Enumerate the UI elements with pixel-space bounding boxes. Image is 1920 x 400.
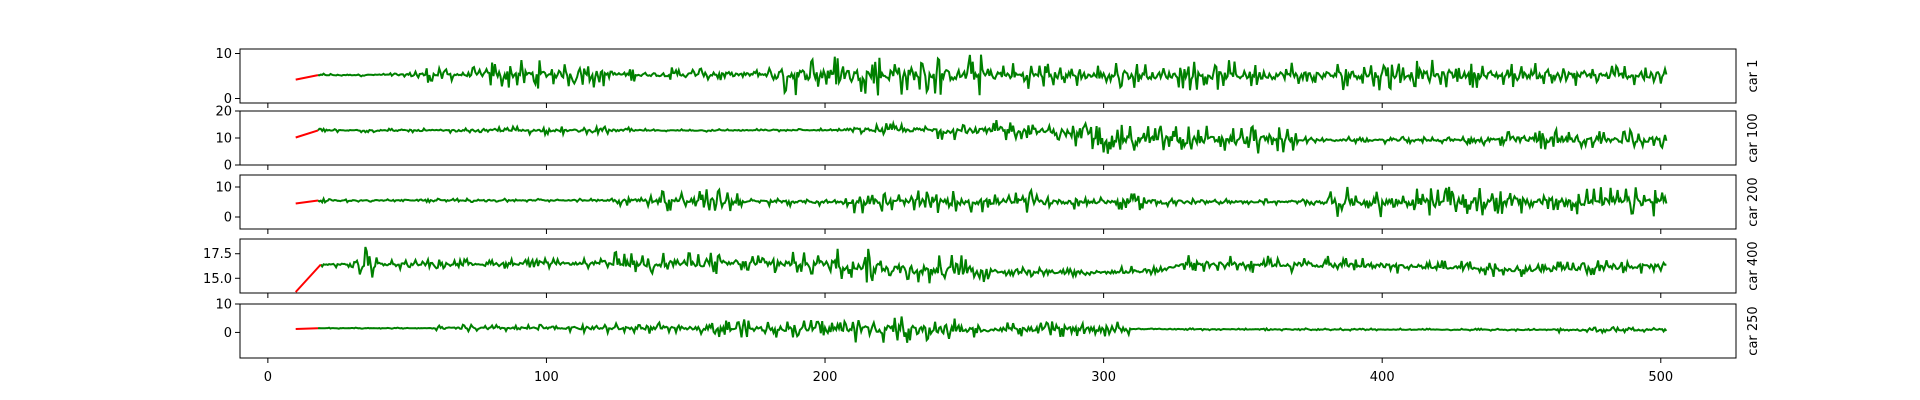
prefix-line xyxy=(295,327,319,330)
y-tick-label: 10 xyxy=(215,181,232,196)
panel-2: 0 10 20 car 100 xyxy=(215,105,1761,174)
x-tick-label: 100 xyxy=(534,370,559,385)
panel-5: 0 10 car 250 xyxy=(215,298,1761,363)
y-tick-label: 10 xyxy=(215,47,232,62)
panel-frame xyxy=(239,48,1737,104)
panel-frame xyxy=(239,174,1737,230)
series-line xyxy=(319,246,1667,284)
prefix-line xyxy=(295,199,319,205)
series-line xyxy=(317,54,1668,96)
y-tick-label: 0 xyxy=(224,211,232,226)
x-tick-label: 500 xyxy=(1648,370,1673,385)
row-label: car 1 xyxy=(1746,60,1761,93)
y-tick-label: 0 xyxy=(224,326,232,341)
x-tick-label: 300 xyxy=(1091,370,1116,385)
x-tick-label: 400 xyxy=(1370,370,1395,385)
y-tick-label: 0 xyxy=(224,92,232,107)
series-line xyxy=(317,119,1668,154)
y-tick-label: 10 xyxy=(215,298,232,313)
prefix-line xyxy=(295,74,319,81)
panel-frame xyxy=(239,238,1737,294)
row-label: car 250 xyxy=(1746,306,1761,355)
y-tick-label: 17.5 xyxy=(203,247,232,262)
row-label: car 200 xyxy=(1746,177,1761,226)
row-label: car 400 xyxy=(1746,241,1761,290)
series-line xyxy=(317,186,1668,218)
row-label: car 100 xyxy=(1746,113,1761,162)
prefix-line xyxy=(294,263,322,293)
x-tick-label: 0 xyxy=(264,370,272,385)
series-line xyxy=(317,316,1668,343)
y-tick-label: 0 xyxy=(224,159,232,174)
prefix-line xyxy=(295,129,319,139)
x-tick-label: 200 xyxy=(813,370,838,385)
panel-3: 0 10 car 200 xyxy=(215,174,1761,234)
y-tick-label: 15.0 xyxy=(203,272,232,287)
y-tick-label: 10 xyxy=(215,132,232,147)
panel-frame xyxy=(239,303,1737,359)
y-tick-label: 20 xyxy=(215,105,232,120)
panel-1: 0 10 car 1 xyxy=(215,47,1761,108)
panel-4: 15.0 17.5 car 400 xyxy=(203,238,1761,298)
